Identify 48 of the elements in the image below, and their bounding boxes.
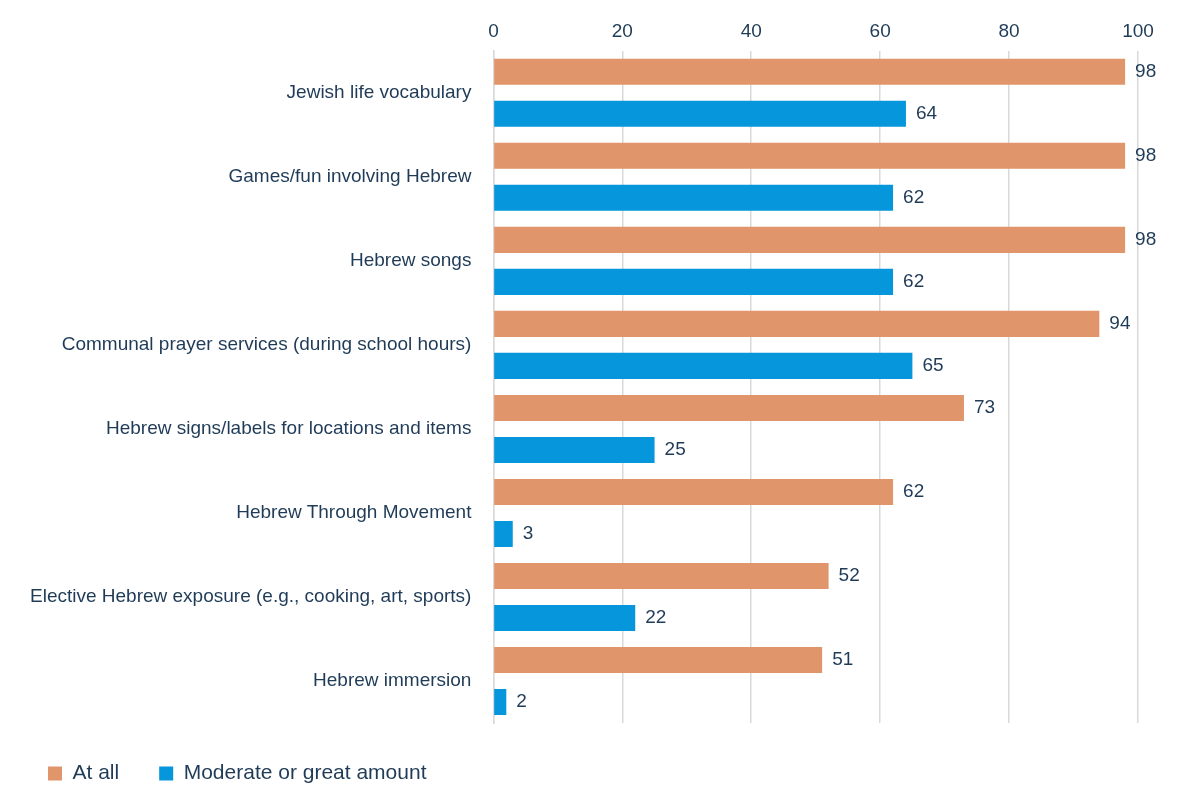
x-tick-label: 80 bbox=[998, 19, 1020, 41]
y-tick-label: Elective Hebrew exposure (e.g., cooking, art, sports) bbox=[29, 585, 472, 607]
bar bbox=[494, 268, 894, 295]
data-label: 2 bbox=[516, 690, 527, 712]
bar bbox=[494, 688, 507, 716]
bar bbox=[494, 394, 964, 421]
bar bbox=[494, 310, 1100, 337]
legend-label: At all bbox=[72, 760, 120, 784]
bar bbox=[494, 100, 906, 127]
bar bbox=[494, 604, 636, 631]
data-label: 22 bbox=[645, 606, 667, 628]
bar bbox=[494, 646, 823, 674]
data-label: 64 bbox=[915, 102, 938, 124]
bar bbox=[494, 436, 655, 463]
data-label: 94 bbox=[1109, 312, 1131, 334]
x-tick-label: 20 bbox=[611, 19, 633, 41]
bar bbox=[494, 184, 894, 211]
y-tick-label: Communal prayer services (during school hours) bbox=[61, 333, 472, 355]
bar bbox=[494, 226, 1126, 253]
bar bbox=[494, 352, 913, 379]
x-tick-label: 0 bbox=[488, 19, 499, 41]
legend-label: Moderate or great amount bbox=[183, 760, 427, 784]
data-label: 98 bbox=[1135, 144, 1157, 166]
data-label: 62 bbox=[903, 480, 925, 502]
bar bbox=[494, 58, 1126, 85]
data-label: 98 bbox=[1135, 228, 1157, 250]
data-label: 25 bbox=[664, 438, 686, 460]
y-tick-label: Hebrew immersion bbox=[313, 669, 472, 691]
y-tick-label: Jewish life vocabulary bbox=[286, 81, 472, 103]
bar bbox=[494, 142, 1126, 169]
bar bbox=[494, 478, 894, 505]
y-tick-label: Hebrew Through Movement bbox=[236, 501, 473, 523]
data-label: 65 bbox=[922, 354, 944, 376]
x-tick-label: 40 bbox=[740, 19, 762, 41]
data-label: 52 bbox=[838, 564, 860, 586]
data-label: 51 bbox=[832, 648, 854, 670]
y-tick-label: Hebrew signs/labels for locations and items bbox=[106, 417, 472, 439]
data-label: 62 bbox=[903, 270, 925, 292]
bar bbox=[494, 562, 829, 589]
data-label: 62 bbox=[903, 186, 925, 208]
data-label: 3 bbox=[522, 522, 534, 544]
x-tick-label: 100 bbox=[1122, 19, 1154, 41]
data-label: 73 bbox=[973, 396, 996, 418]
y-tick-label: Games/fun involving Hebrew bbox=[228, 165, 472, 187]
data-label: 98 bbox=[1135, 60, 1157, 82]
y-tick-label: Hebrew songs bbox=[349, 249, 472, 271]
x-tick-label: 60 bbox=[869, 19, 891, 41]
bar bbox=[494, 520, 513, 547]
